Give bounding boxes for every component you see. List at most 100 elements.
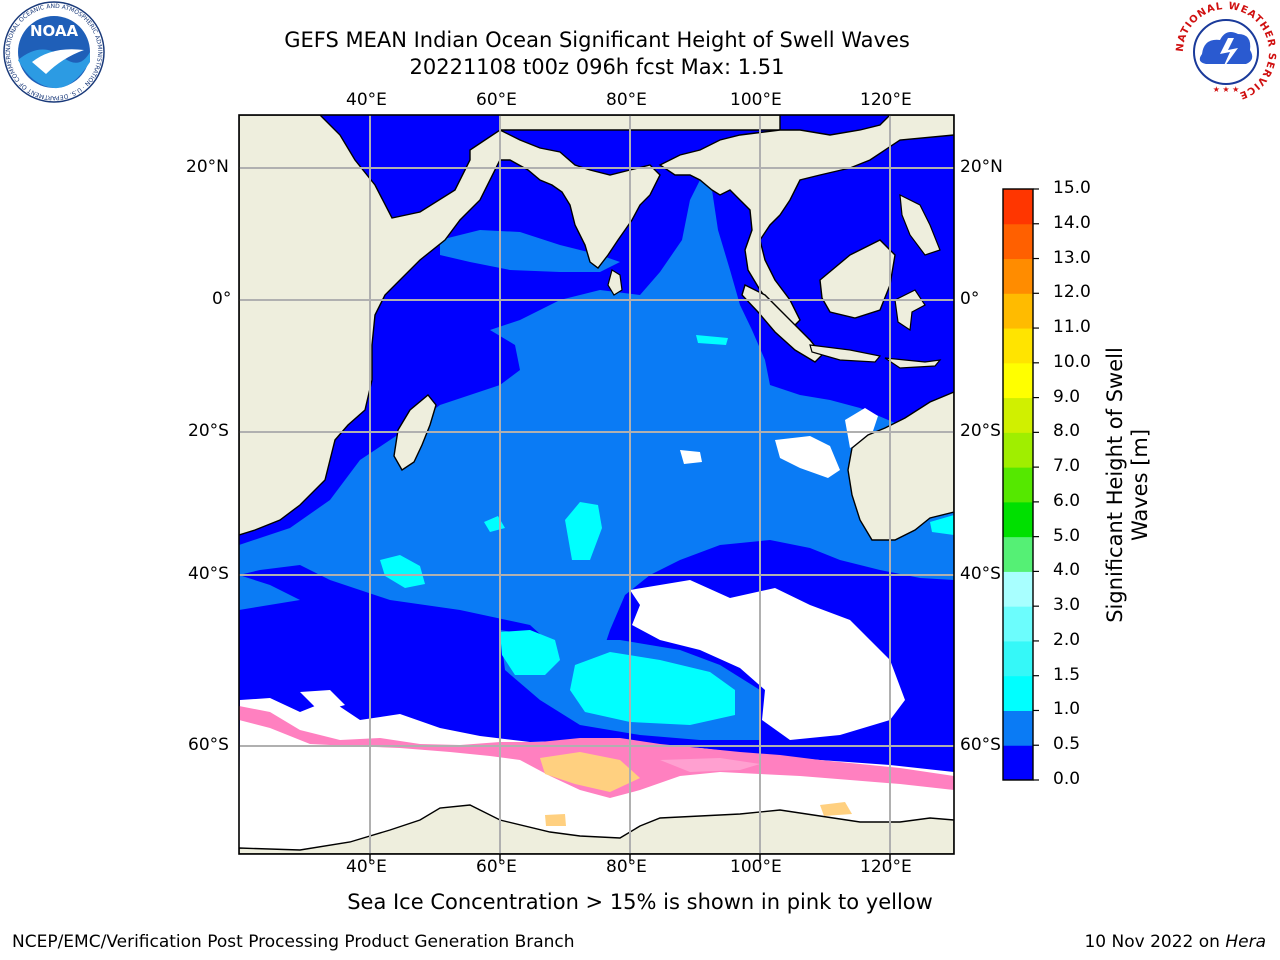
lat-label-right: 20°S (960, 421, 1001, 441)
colorbar-tick-label: 7.0 (1053, 456, 1081, 477)
colorbar-tick-label: 11.0 (1053, 317, 1091, 338)
colorbar-segment (1003, 432, 1033, 468)
lat-label-right: 60°S (960, 735, 1001, 755)
footer-host: Hera (1225, 932, 1266, 952)
colorbar-tick-label: 8.0 (1053, 421, 1081, 442)
colorbar-segment (1003, 675, 1033, 711)
colorbar-tick-label: 1.5 (1053, 664, 1081, 685)
swell-field-high (930, 515, 954, 535)
lon-label-bottom: 80°E (606, 857, 647, 877)
swell-field-high (500, 630, 560, 675)
land-borneo (819, 239, 896, 319)
footer-date-text: 10 Nov 2022 on (1084, 932, 1226, 952)
land-philippines (899, 193, 941, 256)
lon-label-top: 80°E (606, 90, 647, 110)
colorbar-tick-label: 4.0 (1053, 560, 1081, 581)
sea-ice-highconc (660, 758, 760, 772)
colorbar-tick-label: 1.0 (1053, 699, 1081, 720)
lat-label-left: 60°S (188, 735, 229, 755)
lat-label-right: 20°N (960, 157, 1003, 177)
swell-field-high (565, 502, 602, 560)
colorbar-segment (1003, 258, 1033, 294)
lon-label-bottom: 120°E (860, 857, 912, 877)
swell-field-high (380, 555, 425, 588)
noaa-logo-text: NOAA (30, 22, 79, 40)
swell-field-medium (239, 180, 954, 670)
swell-field-medium (440, 230, 620, 272)
colorbar-segment (1003, 467, 1033, 503)
sea-ice-highconc (545, 814, 566, 826)
colorbar-label-line1: Significant Height of Swell (1103, 347, 1127, 623)
land-australia (847, 391, 954, 541)
lat-label-left: 0° (212, 289, 232, 309)
sea-ice-highconc (540, 752, 640, 792)
lon-label-bottom: 100°E (730, 857, 782, 877)
land-lesser-sunda (884, 357, 942, 369)
map-title: GEFS MEAN Indian Ocean Significant Heigh… (284, 28, 910, 52)
lat-label-right: 40°S (960, 564, 1001, 584)
colorbar-label-line2: Waves [m] (1128, 428, 1152, 542)
sea-ice-caption: Sea Ice Concentration > 15% is shown in … (0, 890, 1280, 914)
colorbar-segment (1003, 362, 1033, 399)
colorbar-segment (1003, 606, 1033, 642)
colorbar-segment (1003, 536, 1033, 572)
colorbar-segment (1003, 640, 1033, 677)
colorbar-segment (1003, 328, 1033, 364)
map-frame (238, 114, 955, 855)
colorbar-segment (1003, 189, 1033, 225)
colorbar-tick-label: 12.0 (1053, 282, 1091, 303)
lat-label-left: 40°S (188, 564, 229, 584)
colorbar-segment (1003, 293, 1033, 329)
colorbar-segment (1003, 501, 1033, 538)
lon-label-bottom: 40°E (346, 857, 387, 877)
colorbar-tick-label: 0.5 (1053, 734, 1081, 755)
lon-label-top: 60°E (476, 90, 517, 110)
colorbar-label: Significant Height of Swell Waves [m] (1103, 347, 1153, 623)
colorbar-tick-label: 0.0 (1053, 769, 1081, 789)
colorbar-tick-label: 14.0 (1053, 212, 1091, 233)
colorbar-segment (1003, 571, 1033, 607)
no-data-region (775, 436, 840, 478)
colorbar-segment (1003, 710, 1033, 746)
colorbar-frame (1002, 188, 1034, 781)
noaa-logo: NATIONAL OCEANIC AND ATMOSPHERIC ADMINIS… (2, 0, 105, 103)
lon-label-top: 100°E (730, 90, 782, 110)
colorbar-segment (1003, 745, 1033, 781)
colorbar-tick-label: 15.0 (1053, 178, 1091, 198)
swell-field-medium (239, 575, 300, 610)
sea-ice-highconc (820, 802, 852, 816)
colorbar-segment (1003, 397, 1033, 433)
swell-field-high (570, 652, 735, 725)
lon-label-top: 120°E (860, 90, 912, 110)
land-java (809, 344, 882, 363)
no-data-region (630, 580, 905, 740)
lat-label-left: 20°N (186, 157, 229, 177)
colorbar-tick-label: 2.0 (1053, 629, 1081, 650)
colorbar-segment (1003, 223, 1033, 260)
colorbar-tick-label: 13.0 (1053, 247, 1091, 268)
lat-label-right: 0° (960, 289, 980, 309)
caption-text: Sea Ice Concentration > 15% is shown in … (347, 890, 933, 914)
footer-producer: NCEP/EMC/Verification Post Processing Pr… (12, 932, 575, 952)
lon-label-top: 40°E (346, 90, 387, 110)
nws-logo: NATIONAL WEATHER SERVICE ★ ★ ★ (1175, 1, 1276, 102)
graticule (239, 115, 954, 854)
lon-label-bottom: 60°E (476, 857, 517, 877)
sea-ice-band (239, 706, 954, 798)
colorbar-tick-label: 10.0 (1053, 351, 1091, 372)
no-data-region (680, 450, 702, 464)
swell-field-high (696, 335, 728, 345)
colorbar-tick-label: 6.0 (1053, 490, 1081, 511)
svg-text:★ ★ ★: ★ ★ ★ (1213, 85, 1240, 94)
land-sumatra (741, 284, 823, 363)
map-subtitle: 20221108 t00z 096h fcst Max: 1.51 (409, 55, 785, 79)
colorbar-tick-label: 9.0 (1053, 386, 1081, 407)
land-sri-lanka (607, 269, 623, 296)
colorbar-tick-label: 5.0 (1053, 525, 1081, 546)
colorbar-tick-label: 3.0 (1053, 595, 1081, 616)
lat-label-left: 20°S (188, 421, 229, 441)
no-data-region (300, 690, 345, 712)
footer-date: 10 Nov 2022 on Hera (1084, 932, 1266, 952)
